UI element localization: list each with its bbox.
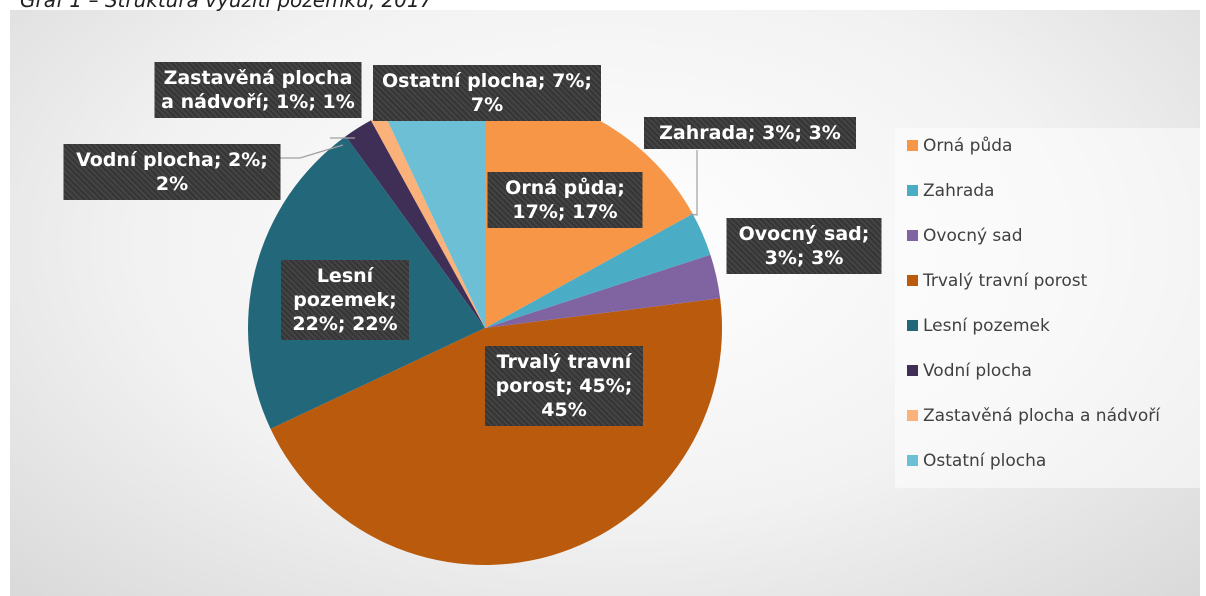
pie-slice (485, 213, 711, 328)
legend-swatch (907, 275, 918, 286)
leader-line (280, 144, 344, 159)
legend-swatch (907, 230, 918, 241)
legend-item: Zahrada (907, 181, 994, 201)
pie-slice (370, 113, 485, 328)
legend-swatch (907, 455, 918, 466)
pie-slice (384, 91, 485, 328)
legend-label: Ostatní plocha (923, 451, 1047, 471)
legend-label: Trvalý travní porost (923, 271, 1088, 291)
legend-swatch (907, 140, 918, 151)
pie-slice (345, 120, 485, 329)
legend-label: Lesní pozemek (923, 316, 1050, 336)
data-label: Vodní plocha; 2%; 2% (63, 144, 281, 200)
data-label: Lesní pozemek; 22%; 22% (281, 260, 409, 340)
legend-item: Vodní plocha (907, 361, 1032, 381)
legend-label: Orná půda (923, 136, 1013, 156)
legend-label: Zahrada (923, 181, 995, 201)
legend-item: Trvalý travní porost (907, 271, 1087, 291)
legend-item: Ovocný sad (907, 226, 1023, 246)
data-label: Orná půda; 17%; 17% (487, 172, 643, 228)
legend-label: Ovocný sad (923, 226, 1023, 246)
legend-swatch (907, 320, 918, 331)
chart-title: Graf 1 – Struktura využití pozemku, 2017 (20, 0, 433, 12)
legend-label: Zastavěná plocha a nádvoří (923, 406, 1160, 426)
legend-label: Vodní plocha (923, 361, 1032, 381)
legend-swatch (907, 410, 918, 421)
legend-item: Zastavěná plocha a nádvoří (907, 406, 1160, 426)
legend-swatch (907, 365, 918, 376)
data-label: Trvalý travní porost; 45%; 45% (485, 346, 643, 426)
legend: Orná půda Zahrada Ovocný sad Trvalý travní … (895, 128, 1200, 488)
legend-item: Ostatní plocha (907, 451, 1046, 471)
data-label: Zahrada; 3%; 3% (644, 117, 856, 149)
data-label: Ovocný sad; 3%; 3% (726, 218, 882, 274)
data-label: Ostatní plocha; 7%; 7% (373, 65, 601, 121)
legend-swatch (907, 185, 918, 196)
legend-item: Orná půda (907, 136, 1012, 156)
leader-line (689, 150, 698, 216)
pie-slice (485, 254, 721, 328)
data-label: Zastavěná plocha a nádvoří; 1%; 1% (154, 62, 362, 118)
legend-item: Lesní pozemek (907, 316, 1050, 336)
